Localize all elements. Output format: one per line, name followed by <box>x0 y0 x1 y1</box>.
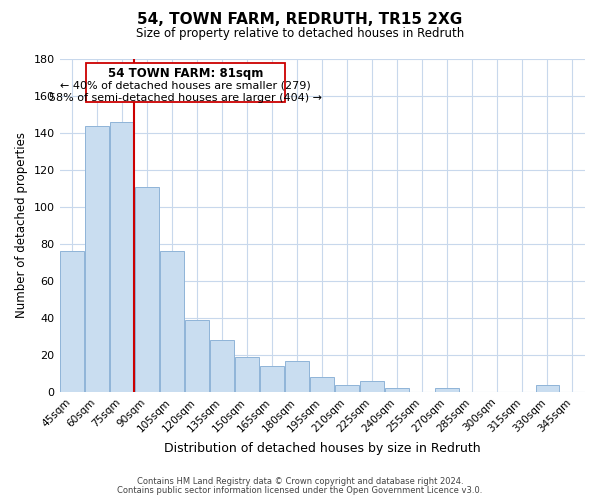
Bar <box>286 360 309 392</box>
Y-axis label: Number of detached properties: Number of detached properties <box>15 132 28 318</box>
Text: 58% of semi-detached houses are larger (404) →: 58% of semi-detached houses are larger (… <box>49 93 322 103</box>
Bar <box>85 126 109 392</box>
Text: 54, TOWN FARM, REDRUTH, TR15 2XG: 54, TOWN FARM, REDRUTH, TR15 2XG <box>137 12 463 28</box>
Bar <box>110 122 134 392</box>
Text: Contains HM Land Registry data © Crown copyright and database right 2024.: Contains HM Land Registry data © Crown c… <box>137 477 463 486</box>
Text: Contains public sector information licensed under the Open Government Licence v3: Contains public sector information licen… <box>118 486 482 495</box>
Text: ← 40% of detached houses are smaller (279): ← 40% of detached houses are smaller (27… <box>60 80 311 90</box>
Bar <box>235 357 259 392</box>
Bar <box>385 388 409 392</box>
Bar <box>436 388 459 392</box>
Bar <box>361 381 384 392</box>
Bar <box>335 384 359 392</box>
Bar <box>536 384 559 392</box>
Bar <box>160 252 184 392</box>
FancyBboxPatch shape <box>86 62 285 102</box>
Bar <box>60 252 84 392</box>
Text: Size of property relative to detached houses in Redruth: Size of property relative to detached ho… <box>136 28 464 40</box>
Bar <box>260 366 284 392</box>
Bar <box>210 340 234 392</box>
Bar <box>310 377 334 392</box>
Text: 54 TOWN FARM: 81sqm: 54 TOWN FARM: 81sqm <box>107 68 263 80</box>
Bar <box>135 186 159 392</box>
X-axis label: Distribution of detached houses by size in Redruth: Distribution of detached houses by size … <box>164 442 481 455</box>
Bar <box>185 320 209 392</box>
